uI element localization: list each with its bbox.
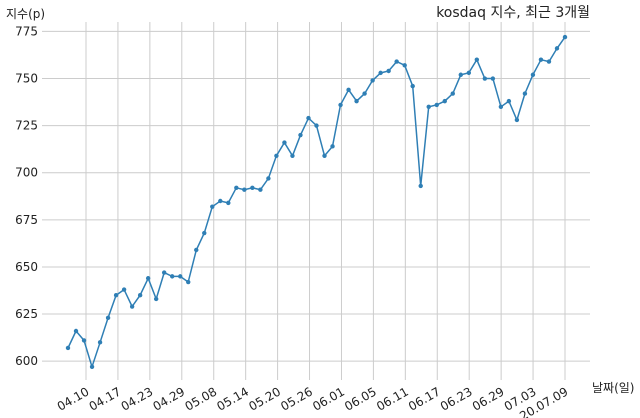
data-point bbox=[346, 87, 351, 93]
data-point bbox=[161, 270, 167, 275]
data-point bbox=[450, 91, 455, 96]
data-point bbox=[490, 76, 496, 81]
data-point bbox=[530, 72, 536, 77]
data-point bbox=[506, 98, 512, 104]
data-point bbox=[65, 345, 71, 351]
data-point bbox=[394, 59, 399, 64]
x-tick-label: 05.20 bbox=[246, 384, 283, 413]
y-axis-label: 지수(p) bbox=[6, 7, 45, 21]
data-point bbox=[113, 293, 119, 298]
data-point bbox=[314, 123, 319, 128]
y-tick-label: 725 bbox=[15, 119, 38, 133]
y-tick-label: 650 bbox=[15, 260, 38, 274]
data-point bbox=[474, 57, 480, 62]
data-point bbox=[418, 183, 423, 189]
y-tick-label: 675 bbox=[15, 213, 38, 227]
x-tick-label: 06.11 bbox=[374, 384, 411, 413]
data-point bbox=[218, 198, 223, 204]
series bbox=[65, 34, 568, 370]
data-point bbox=[274, 153, 279, 158]
data-point bbox=[81, 338, 87, 343]
data-point bbox=[434, 102, 439, 108]
data-point bbox=[178, 274, 183, 279]
data-point bbox=[258, 187, 263, 192]
data-point bbox=[266, 176, 271, 181]
data-point bbox=[562, 34, 568, 40]
y-gridlines bbox=[42, 30, 590, 362]
data-point bbox=[514, 117, 520, 123]
data-point bbox=[410, 83, 415, 89]
x-tick-label: 06.29 bbox=[470, 384, 507, 413]
x-gridlines bbox=[85, 22, 566, 380]
y-tick-label: 625 bbox=[15, 307, 38, 321]
data-point bbox=[322, 153, 327, 158]
data-point bbox=[362, 91, 367, 96]
x-tick-labels: 04.1004.1704.2304.2905.0805.1405.2005.26… bbox=[55, 384, 571, 418]
data-point bbox=[442, 98, 447, 104]
data-point bbox=[73, 328, 79, 334]
data-point bbox=[458, 72, 463, 77]
x-tick-label: 05.14 bbox=[214, 384, 251, 413]
data-point bbox=[330, 144, 335, 149]
data-point bbox=[129, 304, 135, 309]
data-point bbox=[89, 364, 95, 370]
y-tick-label: 775 bbox=[15, 24, 38, 38]
data-point bbox=[522, 91, 528, 96]
data-point bbox=[402, 63, 407, 68]
x-tick-label: 04.29 bbox=[151, 384, 188, 413]
data-point bbox=[282, 140, 287, 145]
data-point bbox=[145, 276, 151, 281]
data-point bbox=[426, 104, 431, 109]
x-tick-label: 04.17 bbox=[87, 384, 124, 413]
data-point bbox=[498, 104, 504, 109]
series-line bbox=[67, 36, 566, 370]
data-point bbox=[242, 187, 247, 192]
data-point bbox=[546, 59, 552, 64]
data-point bbox=[210, 204, 215, 209]
data-point bbox=[234, 185, 239, 191]
x-tick-label: 04.10 bbox=[55, 384, 92, 413]
data-point bbox=[538, 57, 544, 62]
x-tick-label: 06.05 bbox=[342, 384, 379, 413]
data-point bbox=[290, 153, 295, 158]
x-tick-label: 06.01 bbox=[310, 384, 347, 413]
x-axis-label: 날짜(일) bbox=[592, 381, 634, 395]
data-point bbox=[306, 115, 311, 121]
x-tick-label: 05.08 bbox=[182, 384, 219, 413]
data-point bbox=[370, 78, 375, 83]
y-tick-label: 700 bbox=[15, 166, 38, 180]
y-tick-labels: 600 625 650 675 700 725 750 775 bbox=[15, 24, 38, 368]
x-tick-label: 06.17 bbox=[406, 384, 443, 413]
data-point bbox=[170, 274, 175, 279]
chart-title: kosdaq 지수, 최근 3개월 bbox=[436, 5, 590, 21]
data-point bbox=[121, 287, 127, 292]
data-point bbox=[378, 70, 383, 76]
data-point bbox=[226, 200, 231, 206]
y-tick-label: 750 bbox=[15, 72, 38, 86]
data-point bbox=[105, 315, 111, 321]
data-point bbox=[194, 247, 199, 253]
data-point bbox=[338, 102, 343, 108]
data-point bbox=[482, 76, 488, 81]
data-point bbox=[153, 296, 159, 302]
x-tick-label: 06.23 bbox=[438, 384, 475, 413]
data-point bbox=[97, 340, 103, 345]
data-point bbox=[186, 279, 191, 285]
data-point bbox=[386, 68, 391, 74]
data-point bbox=[354, 98, 359, 104]
data-point bbox=[298, 132, 303, 138]
data-point bbox=[202, 230, 207, 236]
data-point bbox=[466, 70, 472, 76]
y-tick-label: 600 bbox=[15, 354, 38, 368]
data-point bbox=[554, 46, 560, 51]
data-point bbox=[250, 185, 255, 191]
x-tick-label: 04.23 bbox=[119, 384, 156, 413]
x-tick-label: 05.26 bbox=[278, 384, 315, 413]
data-point bbox=[137, 293, 143, 298]
